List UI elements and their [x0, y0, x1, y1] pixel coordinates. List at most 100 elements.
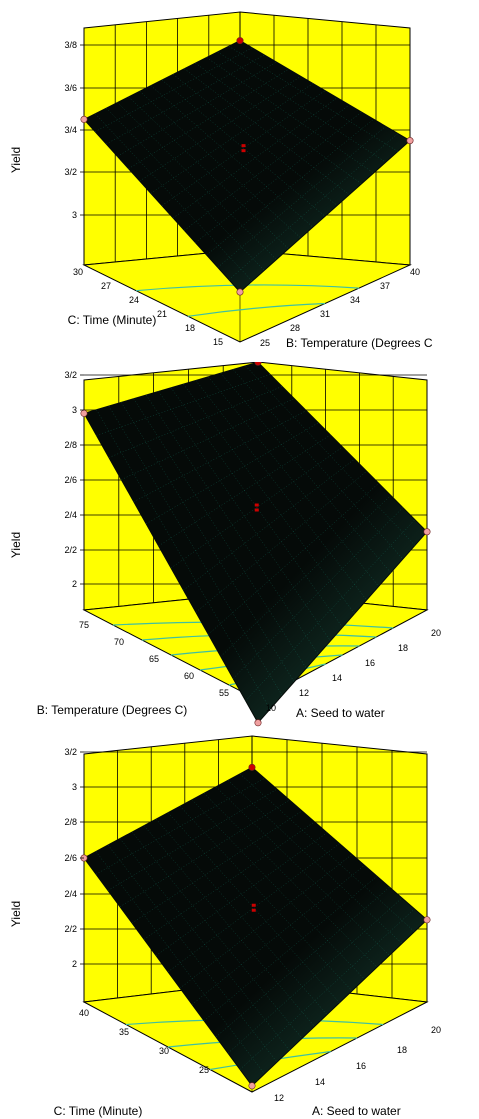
z-tick-label: 2/8: [64, 817, 77, 827]
surface-mesh-line: [233, 507, 403, 679]
surface-mesh-line: [96, 374, 271, 436]
surface-mesh-line: [191, 799, 365, 980]
left-axis-tick-label: 60: [184, 671, 194, 681]
z-tick-label: 3/2: [64, 167, 77, 177]
surface-mesh-line: [227, 780, 403, 944]
design-point-center: [251, 908, 256, 912]
design-point-right: [406, 137, 414, 145]
design-point-right: [423, 916, 431, 924]
z-tick-label: 2/4: [64, 889, 77, 899]
surface-mesh-line: [143, 825, 315, 1027]
surface-mesh-line: [161, 90, 326, 206]
left-axis-tick-label: 70: [114, 637, 124, 647]
design-point-center: [251, 903, 256, 907]
left-axis-tick-label: 40: [79, 1008, 89, 1018]
surface-mesh-line: [161, 79, 326, 217]
z-tick-label: 2/4: [64, 510, 77, 520]
surface-mesh-line: [95, 113, 253, 282]
surface-mesh-line: [215, 786, 390, 956]
left-axis-tick-label: 30: [73, 267, 83, 277]
surface-mesh-line: [121, 398, 295, 480]
z-tick-label: 2/2: [64, 924, 77, 934]
left-axis-label: C: Time (Minute): [54, 1104, 143, 1118]
surface-mesh-line: [233, 369, 403, 560]
surface-mesh-line: [107, 844, 278, 1063]
surface-mesh-line: [131, 831, 303, 1039]
surface-mesh-line: [128, 96, 289, 249]
left-axis-tick-label: 55: [219, 688, 229, 698]
right-axis-label: B: Temperature (Degrees C: [286, 336, 433, 350]
surface-mesh-line: [133, 410, 307, 502]
surface-mesh-line: [215, 887, 390, 1038]
surface-mesh-line: [170, 446, 343, 569]
surface-mesh-line: [121, 402, 295, 682]
surface-mesh-line: [108, 405, 283, 696]
right-axis-tick-label: 14: [315, 1077, 325, 1087]
surface-plot-2: 2 2/2 2/4 2/6 2/8 3 3/2 75 70 65 60 55 10 12 14 16 18 20 Y…: [9, 362, 441, 727]
left-axis-label: B: Temperature (Degrees C): [37, 703, 188, 717]
surface-mesh-line: [206, 57, 374, 174]
design-point-front: [236, 288, 244, 296]
surface-mesh-line: [195, 471, 367, 613]
design-point-right: [423, 528, 431, 536]
right-axis-tick-label: 14: [332, 673, 342, 683]
z-tick-label: 3: [72, 210, 77, 220]
surface-mesh-line: [239, 773, 415, 932]
right-axis-label: A: Seed to water: [312, 1104, 401, 1118]
surface-mesh-line: [195, 62, 362, 185]
surface-mesh-line: [145, 394, 319, 655]
z-tick-label: 2/6: [64, 475, 77, 485]
surface-mesh-line: [155, 819, 328, 1015]
left-axis-tick-label: 21: [157, 309, 167, 319]
surface-mesh-line: [228, 133, 398, 280]
z-tick-label: 3/2: [64, 370, 77, 380]
right-axis-tick-label: 20: [431, 1025, 441, 1035]
left-axis-tick-label: 24: [129, 295, 139, 305]
right-axis-tick-label: 25: [260, 338, 270, 348]
design-point-back: [236, 37, 244, 45]
design-point-center: [241, 149, 246, 153]
surface-mesh-line: [239, 908, 415, 1070]
surface-mesh-line: [167, 812, 340, 1003]
z-axis-label: Yield: [9, 147, 23, 173]
right-axis-tick-label: 12: [299, 688, 309, 698]
z-tick-label: 3/4: [64, 125, 77, 135]
right-axis-tick-label: 10: [266, 703, 276, 713]
surface-mesh-line: [245, 365, 416, 546]
surface-mesh-line: [133, 398, 307, 669]
design-point-front: [254, 719, 262, 727]
design-point-front: [248, 1082, 256, 1090]
left-axis-tick-label: 25: [199, 1065, 209, 1075]
left-axis-label: C: Time (Minute): [68, 313, 157, 327]
z-tick-label: 3/6: [64, 83, 77, 93]
surface-mesh-line: [179, 806, 353, 992]
design-point-center: [254, 503, 259, 507]
surface-mesh-line: [173, 74, 338, 206]
left-axis-tick-label: 35: [119, 1027, 129, 1037]
z-axis-label: Yield: [9, 901, 23, 927]
surface-mesh-line: [170, 387, 343, 628]
left-axis-tick-label: 30: [159, 1046, 169, 1056]
right-axis-tick-label: 18: [397, 1045, 407, 1055]
design-point-back: [254, 362, 262, 366]
design-point-back: [248, 763, 256, 771]
z-tick-label: 3: [72, 405, 77, 415]
surface-mesh-line: [117, 61, 277, 157]
surface-mesh-line: [208, 376, 379, 587]
design-point-center: [241, 144, 246, 148]
z-tick-label: 2/6: [64, 853, 77, 863]
surface-mesh-line: [217, 51, 386, 163]
surface-mesh-line: [217, 126, 386, 268]
left-axis-tick-label: 75: [79, 620, 89, 630]
surface-mesh-line: [245, 519, 416, 701]
z-tick-label: 3: [72, 782, 77, 792]
z-axis-label: Yield: [9, 532, 23, 558]
z-tick-label: 2/2: [64, 545, 77, 555]
design-point-left: [80, 409, 88, 417]
surface-mesh-line: [179, 854, 353, 989]
right-axis-tick-label: 20: [431, 628, 441, 638]
surface-mesh-line: [158, 391, 331, 642]
left-axis-tick-label: 65: [149, 654, 159, 664]
surface-plot-1: 3 3/2 3/4 3/6 3/8 30 27 24 21 18 15 25 28 31 34 37 40 Yie…: [9, 11, 433, 350]
right-axis-tick-label: 12: [274, 1093, 284, 1103]
